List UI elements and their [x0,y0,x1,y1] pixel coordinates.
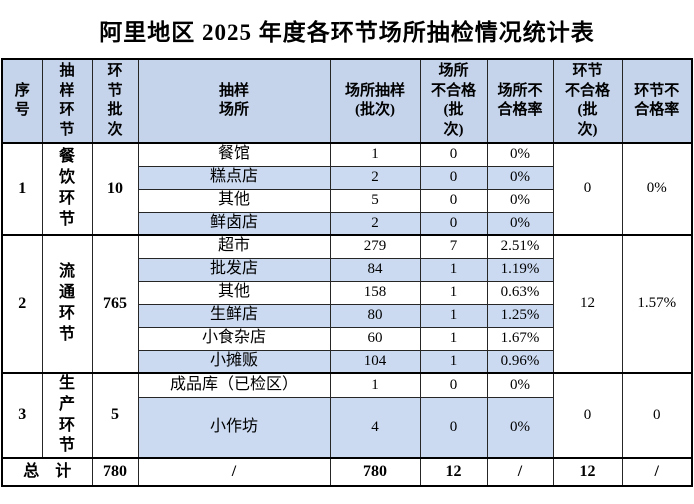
rate-cell: 0% [486,371,554,398]
rate-cell: 1.19% [486,257,554,282]
stage-cell: 餐 饮 环 节 [41,142,93,236]
stage-batches-cell: 765 [91,234,139,374]
fail-cell: 0 [419,142,488,167]
header-venue-fail-rate: 场所不 合格率 [486,58,554,144]
fail-cell: 0 [419,396,488,459]
fail-cell: 0 [419,371,488,398]
venue-cell: 批发店 [137,257,331,282]
sampled-cell: 4 [329,396,421,459]
rate-cell: 1.67% [486,326,554,351]
header-stage-batches: 环 节 批 次 [91,58,139,144]
seq-cell: 2 [1,234,43,374]
rate-cell: 0.63% [486,280,554,305]
total-venue-cell: / [137,457,331,487]
table-row: 小摊贩 104 1 0.96% [2,349,692,374]
venue-cell: 小摊贩 [137,349,331,374]
table-row: 2 流 通 环 节 765 超市 279 7 2.51% 12 1.57% [1,234,693,374]
total-rate-cell: / [486,457,554,487]
sampled-cell: 1 [329,371,421,398]
seq-cell: 3 [1,371,43,459]
venue-cell: 小食杂店 [137,326,331,351]
total-row: 总 计 780 / 780 12 / 12 / [1,457,693,487]
table-row: 1 餐 饮 环 节 10 餐馆 1 0 0% 0 0% [1,142,693,236]
fail-cell: 0 [419,165,488,190]
stage-fail-cell: 0 [552,142,623,236]
venue-cell: 超市 [137,234,331,259]
rate-cell: 0% [486,396,554,459]
header-venue-fail: 场所 不合格 (批 次) [419,58,488,144]
total-stage-rate-cell: / [621,457,693,487]
header-stage-fail-rate: 环节不 合格率 [621,58,693,144]
header-venue: 抽样 场所 [137,58,331,144]
header-stage: 抽 样 环 节 [41,58,93,144]
fail-cell: 7 [419,234,488,259]
venue-cell: 生鲜店 [137,303,331,328]
stage-batches-cell: 10 [91,142,139,236]
page-title: 阿里地区 2025 年度各环节场所抽检情况统计表 [99,20,595,45]
fail-cell: 1 [419,303,488,328]
table-row: 批发店 84 1 1.19% [2,257,692,282]
table-row: 小食杂店 60 1 1.67% [2,326,692,351]
header-stage-fail: 环节 不合格 (批 次) [552,58,623,144]
venue-cell: 糕点店 [137,165,331,190]
sampled-cell: 279 [329,234,421,259]
total-label-cell: 总 计 [1,457,93,487]
total-stage-fail-cell: 12 [552,457,623,487]
rate-cell: 0.96% [486,349,554,374]
fail-cell: 1 [419,326,488,351]
table-row: 小作坊 4 0 0% [2,396,692,459]
sampled-cell: 104 [329,349,421,374]
venue-cell: 餐馆 [137,142,331,167]
sampled-cell: 84 [329,257,421,282]
venue-cell: 小作坊 [137,396,331,459]
venue-cell: 其他 [137,280,331,305]
sampled-cell: 80 [329,303,421,328]
stage-cell: 流 通 环 节 [41,234,93,374]
header-venue-sampled: 场所抽样 (批次) [329,58,421,144]
total-sampled-cell: 780 [329,457,421,487]
sampled-cell: 2 [329,165,421,190]
table-row: 生鲜店 80 1 1.25% [2,303,692,328]
fail-cell: 1 [419,257,488,282]
venue-cell: 鲜卤店 [137,211,331,236]
rate-cell: 0% [486,165,554,190]
stage-batches-cell: 5 [91,371,139,459]
rate-cell: 0% [486,188,554,213]
sampled-cell: 2 [329,211,421,236]
seq-cell: 1 [1,142,43,236]
stage-rate-cell: 0 [621,371,693,459]
stage-cell: 生 产 环 节 [41,371,93,459]
fail-cell: 0 [419,211,488,236]
header-row: 序 号 抽 样 环 节 环 节 批 次 抽样 场所 场所抽样 (批次) 场所 不… [1,58,693,144]
header-seq: 序 号 [1,58,43,144]
stage-rate-cell: 1.57% [621,234,693,374]
stage-rate-cell: 0% [621,142,693,236]
fail-cell: 0 [419,188,488,213]
total-fail-cell: 12 [419,457,488,487]
rate-cell: 0% [486,211,554,236]
sampled-cell: 5 [329,188,421,213]
rate-cell: 2.51% [486,234,554,259]
fail-cell: 1 [419,349,488,374]
stage-fail-cell: 0 [552,371,623,459]
fail-cell: 1 [419,280,488,305]
rate-cell: 1.25% [486,303,554,328]
stage-fail-cell: 12 [552,234,623,374]
sampled-cell: 158 [329,280,421,305]
total-batches-cell: 780 [91,457,139,487]
venue-cell: 其他 [137,188,331,213]
sampled-cell: 1 [329,142,421,167]
table-row: 鲜卤店 2 0 0% [2,211,692,236]
statistics-table: 序 号 抽 样 环 节 环 节 批 次 抽样 场所 场所抽样 (批次) 场所 不… [1,58,693,488]
table-row: 3 生 产 环 节 5 成品库（已检区） 1 0 0% 0 0 [1,371,693,459]
page: 阿里地区 2025 年度各环节场所抽检情况统计表 序 号 抽 样 环 节 环 节… [0,13,694,488]
sampled-cell: 60 [329,326,421,351]
rate-cell: 0% [486,142,554,167]
venue-cell: 成品库（已检区） [137,371,331,398]
